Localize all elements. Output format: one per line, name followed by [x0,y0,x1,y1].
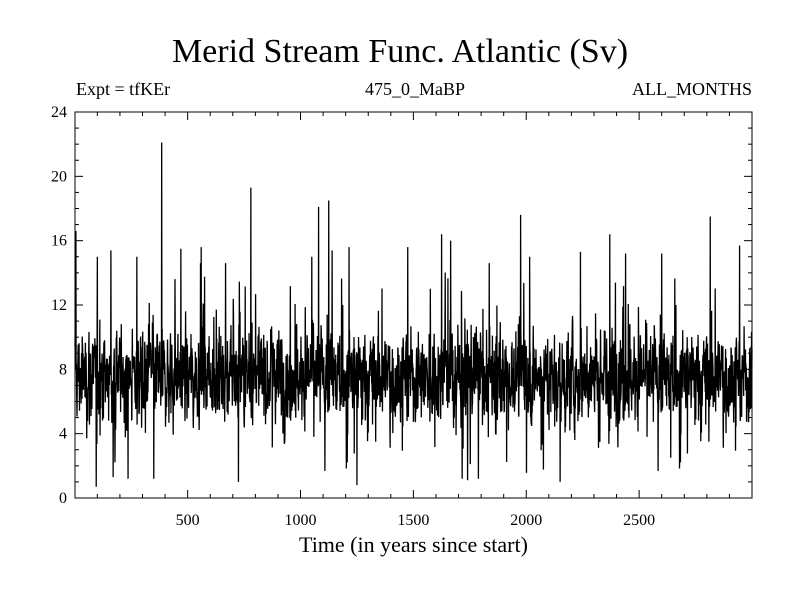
chart-title: Merid Stream Func. Atlantic (Sv) [171,33,629,70]
months-label: ALL_MONTHS [632,79,752,99]
y-tick-label: 20 [51,168,67,185]
y-tick-label: 24 [51,104,67,121]
plot-frame [74,111,753,499]
x-tick-label: 2000 [510,512,542,529]
period-label: 475_0_MaBP [364,79,465,99]
y-tick-label: 16 [51,233,67,250]
x-tick-label: 1000 [285,512,317,529]
experiment-label: Expt = tfKEr [76,79,171,99]
y-tick-label: 12 [51,297,67,314]
y-tick-label: 0 [59,490,67,507]
x-tick-label: 2500 [623,512,655,529]
y-tick-label: 8 [59,361,67,378]
y-tick-label: 4 [59,426,67,443]
x-tick-label: 500 [176,512,200,529]
x-tick-label: 1500 [397,512,429,529]
series-layer [74,142,753,487]
series-line [74,142,753,487]
x-axis-label: Time (in years since start) [299,532,528,557]
axis-layer: 0 4 8 12 16 20 24 500 1000 1500 2000 2500 [51,104,753,529]
